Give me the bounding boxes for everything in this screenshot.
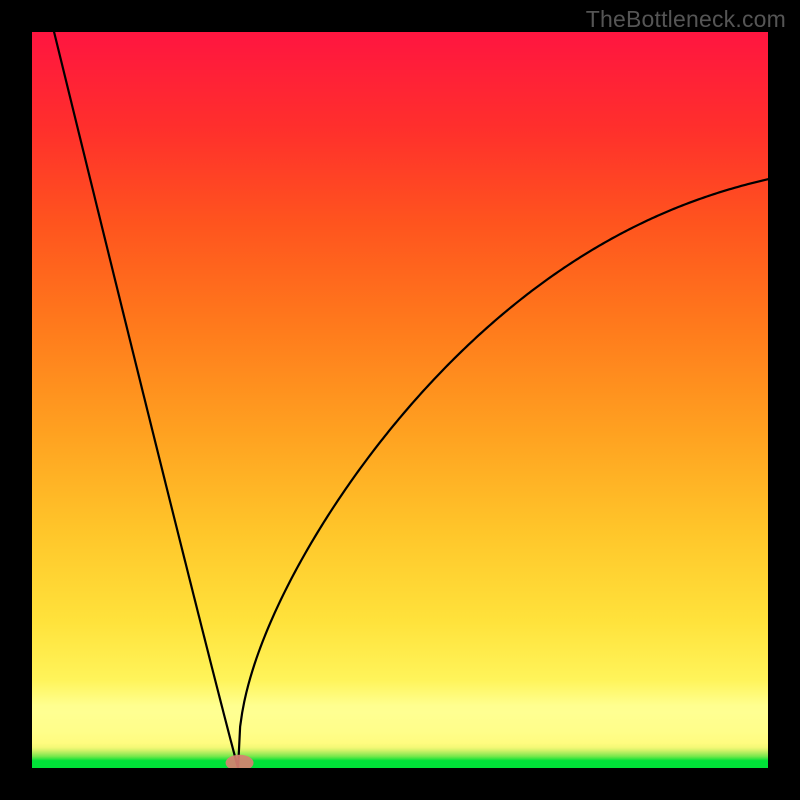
gradient-background [32,32,768,768]
chart-outer: TheBottleneck.com [0,0,800,800]
watermark-text: TheBottleneck.com [586,6,786,33]
plot-area [32,32,768,768]
plot-svg [32,32,768,768]
